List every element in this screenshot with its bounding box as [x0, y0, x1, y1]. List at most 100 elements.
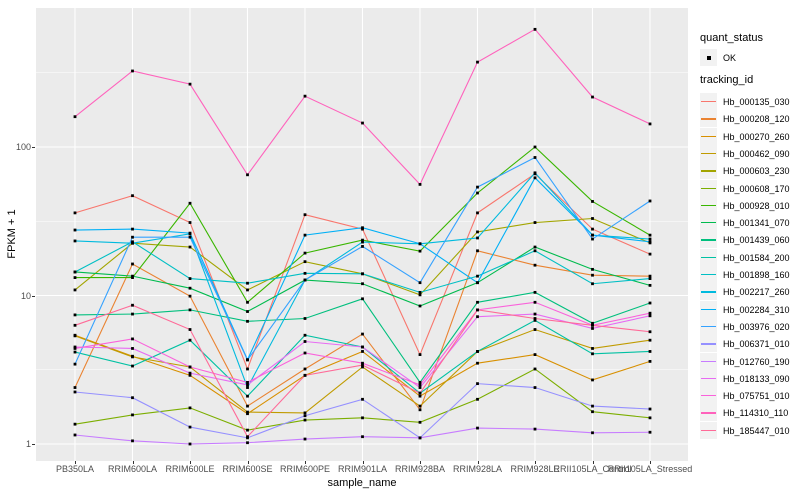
data-point-marker — [188, 201, 192, 205]
data-point-marker — [303, 418, 307, 422]
data-point-marker — [476, 230, 479, 234]
data-point-marker — [246, 300, 249, 304]
legend-key-swatch — [700, 248, 717, 266]
data-point-marker — [131, 274, 134, 278]
legend-item-label: Hb_000462_090 — [723, 148, 790, 159]
data-point-marker — [533, 171, 537, 175]
data-point-marker — [361, 345, 364, 349]
x-tick-mark — [362, 461, 364, 464]
data-point-marker — [476, 361, 479, 365]
data-point-marker — [73, 313, 77, 317]
legend-key-swatch — [700, 317, 717, 335]
data-point-marker — [246, 410, 249, 414]
data-point-marker — [648, 283, 652, 287]
data-point-marker — [361, 363, 364, 367]
data-point-marker — [533, 263, 537, 267]
data-point-marker — [476, 274, 479, 278]
data-point-marker — [188, 277, 192, 280]
legend-item-label: Hb_075751_010 — [723, 391, 790, 402]
data-point-marker — [418, 281, 422, 285]
data-point-marker — [533, 156, 537, 159]
data-point-marker — [476, 191, 479, 195]
data-point-marker — [73, 386, 77, 389]
legend-line-icon — [701, 377, 716, 380]
data-point-marker — [188, 338, 192, 342]
data-point-marker — [476, 281, 479, 285]
legend-line-icon — [701, 222, 716, 224]
data-point-marker — [591, 237, 594, 241]
legend-key-swatch — [700, 300, 717, 318]
x-tick-mark — [75, 461, 76, 464]
data-point-marker — [303, 373, 307, 377]
data-point-marker — [591, 323, 594, 327]
data-point-marker — [131, 69, 134, 73]
data-point-marker — [303, 94, 307, 98]
data-point-marker — [361, 121, 364, 125]
data-point-marker — [648, 274, 652, 278]
data-point-marker — [131, 396, 134, 400]
legend-line-icon — [701, 204, 716, 207]
data-point-marker — [246, 412, 249, 416]
data-point-marker — [591, 282, 594, 286]
data-point-marker — [246, 281, 249, 285]
data-point-marker — [648, 240, 652, 244]
legend-key-swatch — [700, 335, 717, 353]
legend-key-swatch — [700, 179, 717, 197]
legend-line-icon — [701, 325, 716, 328]
x-tick-mark — [592, 461, 594, 464]
y-tick-mark — [32, 295, 35, 297]
data-point-marker — [188, 286, 192, 290]
legend-key-swatch — [700, 214, 717, 232]
plot-area-svg — [36, 8, 688, 461]
legend-title-tracking-id: tracking_id — [700, 74, 754, 86]
data-point-marker — [533, 290, 537, 294]
data-point-marker — [591, 404, 594, 408]
data-point-marker — [418, 293, 422, 297]
data-point-marker — [361, 397, 364, 401]
data-point-marker — [476, 308, 479, 312]
legend-key-swatch — [700, 421, 717, 439]
data-point-marker — [476, 60, 479, 64]
data-point-marker — [73, 347, 77, 350]
data-point-marker — [73, 334, 77, 338]
data-point-marker — [246, 319, 249, 323]
data-point-marker — [246, 428, 249, 432]
x-tick-label-RRIM928LE: RRIM928LE — [510, 464, 560, 474]
data-point-marker — [591, 95, 594, 99]
x-tick-label-RRIM901LA: RRIM901LA — [337, 464, 388, 474]
legend-item-label: Hb_114310_110 — [723, 408, 789, 419]
data-point-marker — [188, 406, 192, 410]
data-point-marker — [246, 386, 249, 389]
legend-key-swatch — [700, 283, 717, 301]
data-point-marker — [188, 328, 192, 331]
data-point-marker — [131, 355, 134, 359]
x-tick-mark — [190, 461, 191, 464]
data-point-marker — [476, 397, 479, 401]
legend-title-quant-status: quant_status — [700, 32, 763, 44]
legend-item-label: Hb_001439_060 — [723, 235, 790, 246]
data-point-marker — [533, 245, 537, 249]
data-point-marker — [533, 386, 537, 389]
legend-key-swatch — [700, 387, 717, 405]
data-point-marker — [361, 297, 364, 301]
legend-line-icon — [701, 308, 716, 310]
data-point-marker — [361, 282, 364, 286]
ok-point-icon — [707, 56, 711, 60]
data-point-marker — [188, 221, 192, 224]
data-point-marker — [131, 241, 134, 245]
data-point-marker — [246, 173, 249, 177]
data-point-marker — [418, 380, 422, 384]
data-point-marker — [246, 310, 249, 313]
data-point-marker — [73, 350, 77, 354]
legend-item-label: Hb_000603_230 — [723, 166, 790, 177]
legend-line-icon — [701, 395, 716, 397]
data-point-marker — [131, 227, 134, 231]
legend-key-quant-ok — [700, 49, 717, 66]
data-point-marker — [591, 233, 594, 237]
data-point-marker — [361, 332, 364, 336]
legend: quant_status OK tracking_id Hb_000135_03… — [700, 0, 800, 500]
legend-line-icon — [701, 170, 716, 172]
x-tick-label-RRIM600SE: RRIM600SE — [222, 464, 273, 474]
data-point-marker — [418, 394, 422, 398]
